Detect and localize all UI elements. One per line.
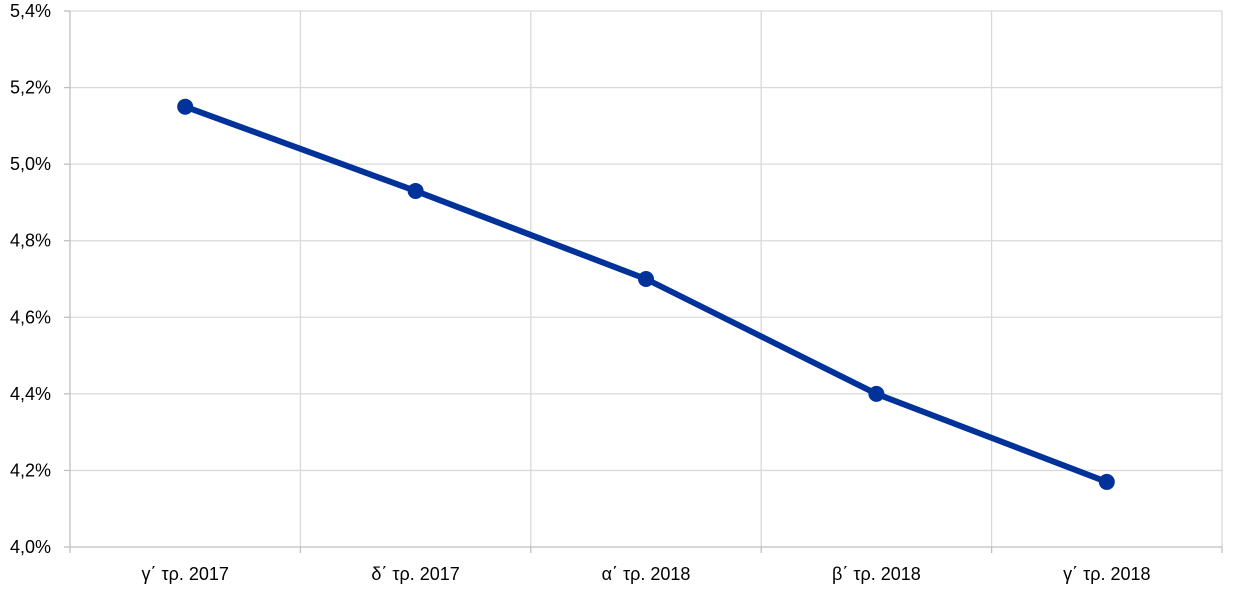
y-tick-label: 5,4%: [10, 1, 51, 21]
y-axis-tick-labels: 4,0% 4,2% 4,4% 4,6% 4,8% 5,0% 5,2% 5,4%: [10, 1, 51, 557]
x-tick-label: β΄ τρ. 2018: [832, 564, 921, 584]
x-axis-tick-labels: γ΄ τρ. 2017 δ΄ τρ. 2017 α΄ τρ. 2018 β΄ τρ. …: [142, 564, 1151, 584]
x-tick-label: α΄ τρ. 2018: [602, 564, 691, 584]
y-tick-label: 5,0%: [10, 154, 51, 174]
y-tick-label: 4,6%: [10, 307, 51, 327]
x-tick-label: γ΄ τρ. 2018: [1063, 564, 1150, 584]
series: [177, 98, 1115, 490]
y-tick-label: 4,2%: [10, 460, 51, 480]
data-point: [638, 271, 654, 287]
data-point: [1098, 473, 1115, 490]
axes: [64, 10, 1223, 553]
y-tick-label: 4,0%: [10, 537, 51, 557]
y-tick-label: 4,4%: [10, 384, 51, 404]
x-tick-label: δ΄ τρ. 2017: [371, 564, 459, 584]
data-point: [177, 98, 194, 115]
y-tick-label: 4,8%: [10, 231, 51, 251]
y-tick-label: 5,2%: [10, 78, 51, 98]
x-tick-label: γ΄ τρ. 2017: [142, 564, 229, 584]
series-line: [182, 103, 1110, 485]
data-point: [868, 385, 885, 402]
data-point: [407, 182, 424, 199]
gridlines: [70, 10, 1223, 547]
